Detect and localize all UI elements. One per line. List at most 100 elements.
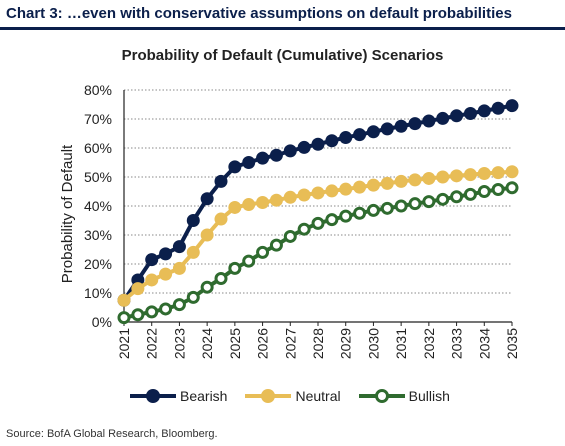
header-divider bbox=[0, 27, 565, 30]
data-point-bearish bbox=[159, 247, 173, 261]
data-point-neutral bbox=[311, 186, 325, 200]
data-point-bearish bbox=[450, 109, 464, 123]
data-point-bullish bbox=[283, 229, 297, 243]
data-point-neutral bbox=[491, 166, 505, 180]
data-point-bullish bbox=[200, 280, 214, 294]
data-point-bullish bbox=[297, 222, 311, 236]
legend-item-neutral: Neutral bbox=[245, 386, 341, 406]
x-tick-label: 2023 bbox=[171, 328, 187, 359]
data-point-bullish bbox=[477, 185, 491, 198]
data-point-bearish bbox=[491, 101, 505, 115]
data-point-bearish bbox=[172, 240, 186, 254]
y-tick-label: 50% bbox=[84, 169, 112, 185]
data-point-bearish bbox=[214, 174, 228, 188]
data-point-bearish bbox=[325, 134, 339, 148]
data-point-bullish bbox=[339, 209, 353, 223]
legend-swatch bbox=[130, 386, 176, 406]
data-point-bullish bbox=[394, 199, 408, 213]
y-tick-label: 20% bbox=[84, 256, 112, 272]
data-point-neutral bbox=[117, 293, 131, 307]
data-point-bearish bbox=[366, 125, 380, 139]
data-point-bearish bbox=[353, 128, 367, 142]
data-point-bearish bbox=[339, 131, 353, 145]
legend-item-bearish: Bearish bbox=[130, 386, 227, 406]
data-point-neutral bbox=[200, 228, 214, 242]
data-point-bearish bbox=[477, 104, 491, 118]
data-point-neutral bbox=[394, 174, 408, 188]
data-point-bearish bbox=[228, 160, 242, 174]
data-point-bearish bbox=[380, 122, 394, 136]
x-tick-label: 2022 bbox=[144, 328, 160, 359]
data-point-bullish bbox=[159, 302, 173, 316]
legend-swatch bbox=[245, 386, 292, 406]
data-point-neutral bbox=[283, 190, 297, 204]
y-tick-label: 80% bbox=[84, 82, 112, 98]
data-point-neutral bbox=[463, 168, 477, 182]
data-point-bullish bbox=[422, 195, 436, 209]
legend-label: Bearish bbox=[180, 388, 228, 404]
data-point-bearish bbox=[200, 192, 214, 206]
x-tick-label: 2034 bbox=[476, 328, 492, 359]
data-point-bullish bbox=[366, 203, 380, 217]
data-point-bullish bbox=[353, 206, 367, 220]
data-point-bearish bbox=[463, 106, 477, 120]
data-point-neutral bbox=[353, 180, 367, 194]
data-point-bullish bbox=[172, 298, 186, 312]
data-point-neutral bbox=[214, 212, 228, 226]
data-point-neutral bbox=[477, 167, 491, 181]
x-tick-label: 2028 bbox=[310, 328, 326, 359]
data-point-bullish bbox=[228, 261, 242, 275]
x-tick-label: 2024 bbox=[199, 328, 215, 359]
data-point-bearish bbox=[145, 253, 159, 267]
chart-title: Probability of Default (Cumulative) Scen… bbox=[121, 47, 444, 64]
data-point-bullish bbox=[436, 192, 450, 206]
data-point-neutral bbox=[172, 261, 186, 275]
data-point-bearish bbox=[297, 140, 311, 154]
x-tick-label: 2031 bbox=[393, 328, 409, 359]
data-point-bearish bbox=[186, 214, 200, 227]
data-point-neutral bbox=[380, 176, 394, 190]
x-tick-label: 2035 bbox=[504, 328, 520, 359]
data-point-bullish bbox=[325, 213, 339, 227]
data-point-bearish bbox=[394, 119, 408, 133]
data-point-neutral bbox=[297, 188, 311, 202]
x-tick-label: 2027 bbox=[282, 328, 298, 359]
data-point-neutral bbox=[145, 273, 159, 287]
source-note: Source: BofA Global Research, Bloomberg. bbox=[6, 428, 218, 440]
data-point-bullish bbox=[380, 201, 394, 215]
data-point-neutral bbox=[131, 282, 145, 296]
legend-swatch bbox=[358, 386, 405, 406]
data-point-bullish bbox=[450, 190, 464, 204]
data-point-neutral bbox=[325, 184, 339, 198]
y-tick-label: 40% bbox=[84, 198, 112, 214]
data-point-bearish bbox=[283, 144, 297, 158]
y-axis-label: Probability of Default bbox=[59, 144, 76, 283]
chart-header: Chart 3: …even with conservative assumpt… bbox=[0, 0, 565, 30]
legend-label: Bullish bbox=[408, 388, 450, 404]
data-point-bullish bbox=[145, 305, 159, 319]
data-point-neutral bbox=[450, 169, 464, 183]
data-point-bearish bbox=[436, 111, 450, 125]
data-point-neutral bbox=[339, 182, 353, 196]
data-point-neutral bbox=[408, 173, 422, 187]
x-tick-label: 2026 bbox=[255, 328, 271, 359]
data-point-bullish bbox=[491, 182, 505, 196]
data-point-bearish bbox=[242, 156, 256, 169]
data-point-bearish bbox=[422, 114, 436, 128]
x-tick-label: 2030 bbox=[365, 328, 381, 359]
data-point-neutral bbox=[159, 267, 173, 281]
data-point-neutral bbox=[256, 196, 270, 210]
data-point-neutral bbox=[269, 193, 283, 207]
data-point-bullish bbox=[269, 238, 283, 252]
data-point-neutral bbox=[186, 245, 200, 259]
data-point-bullish bbox=[463, 187, 477, 201]
data-point-bearish bbox=[408, 117, 422, 131]
y-tick-label: 10% bbox=[84, 285, 112, 301]
data-point-bullish bbox=[505, 181, 519, 195]
x-tick-label: 2029 bbox=[338, 328, 354, 359]
data-point-neutral bbox=[366, 178, 380, 192]
data-point-bullish bbox=[117, 311, 131, 325]
data-point-neutral bbox=[422, 171, 436, 185]
y-tick-label: 0% bbox=[92, 314, 112, 330]
